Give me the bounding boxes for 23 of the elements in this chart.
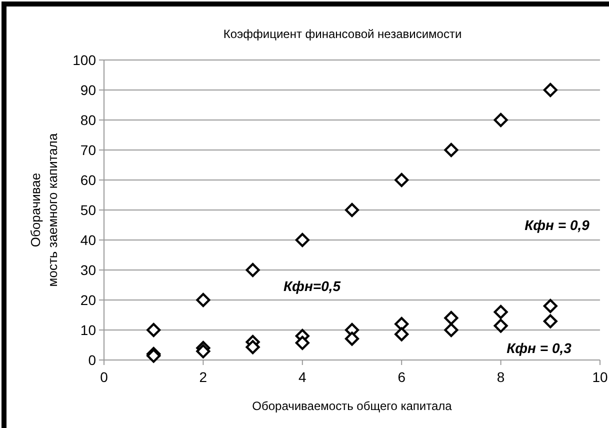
annotation: Кфн = 0,3: [506, 340, 572, 356]
x-tick-label: 8: [496, 369, 505, 385]
x-tick-label: 2: [199, 369, 208, 385]
y-tick-label: 80: [80, 112, 96, 128]
chart-title: Коэффициент финансовой независимости: [223, 27, 462, 41]
y-tick-label: 10: [80, 322, 96, 338]
y-tick-label: 100: [72, 52, 96, 68]
x-tick-label: 6: [398, 369, 406, 385]
y-axis-title: Оборачивае мость заемного капитала: [28, 132, 60, 287]
y-tick-label: 40: [80, 232, 96, 248]
y-tick-label: 90: [80, 82, 96, 98]
x-axis-title: Оборачиваемость общего капитала: [252, 399, 452, 413]
y-tick-label: 30: [80, 262, 96, 278]
annotation: Кфн=0,5: [283, 278, 341, 294]
y-tick-label: 0: [88, 352, 96, 368]
x-tick-label: 0: [100, 369, 108, 385]
y-tick-label: 60: [80, 172, 96, 188]
y-tick-label: 50: [80, 202, 96, 218]
annotation: Кфн = 0,9: [524, 216, 590, 233]
y-tick-label: 20: [80, 292, 96, 308]
x-tick-label: 10: [592, 369, 608, 385]
x-tick-label: 4: [298, 369, 306, 385]
y-tick-label: 70: [80, 142, 96, 158]
